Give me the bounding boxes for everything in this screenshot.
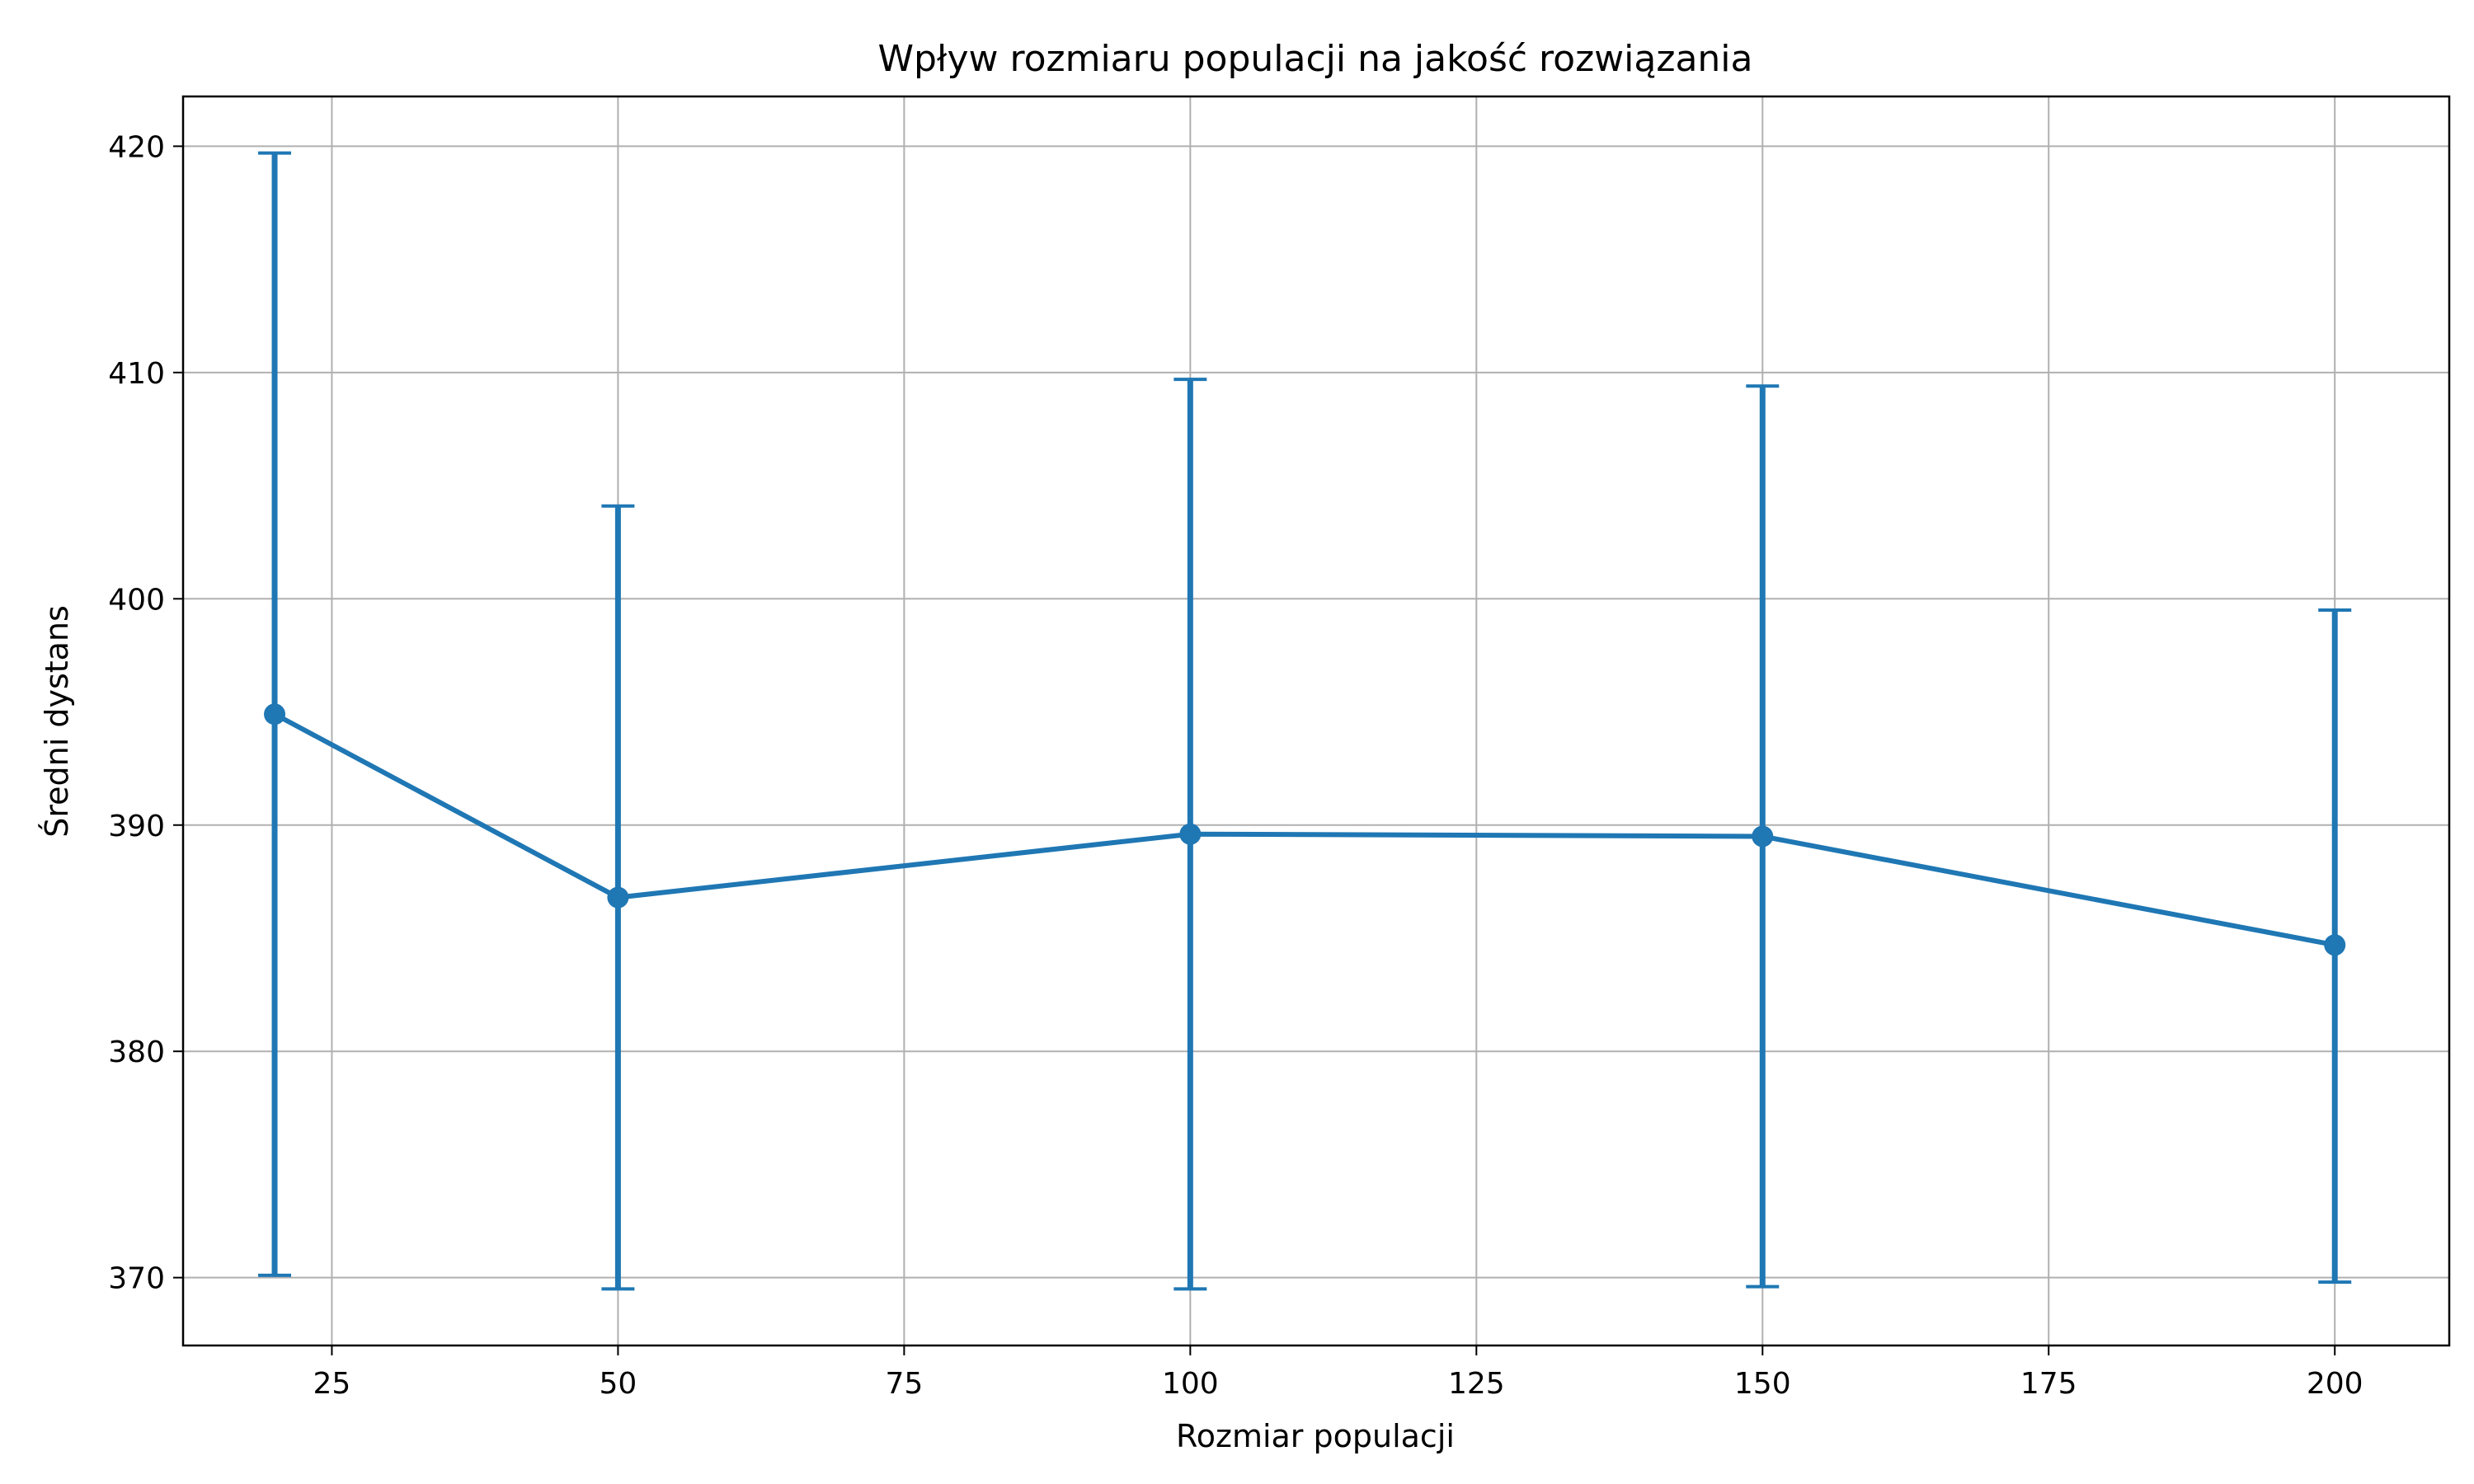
series-layer [258,151,2352,1291]
axis-ticks: 25 50 75 100 125 150 175 200 370 380 390 400 410 420 [108,130,2363,1401]
y-tick-label: 370 [108,1262,165,1296]
y-axis-label: Średni dystans [39,605,75,838]
y-tick-label: 400 [108,583,165,617]
y-tick-label: 410 [108,357,165,391]
x-tick-label: 200 [2307,1367,2363,1401]
x-tick-label: 175 [2020,1367,2077,1401]
x-axis-label: Rozmiar populacji [1176,1418,1455,1454]
data-point [2324,934,2346,956]
chart-title: Wpływ rozmiaru populacji na jakość rozwi… [878,38,1753,80]
y-tick-label: 390 [108,810,165,843]
data-point [264,703,286,726]
y-tick-label: 420 [108,130,165,164]
data-point [1179,823,1202,845]
plot-frame [181,95,2451,1347]
x-tick-label: 100 [1162,1367,1219,1401]
data-point [1752,825,1774,848]
y-tick-label: 380 [108,1036,165,1069]
x-tick-label: 125 [1448,1367,1505,1401]
x-tick-label: 75 [885,1367,923,1401]
x-tick-label: 25 [313,1367,351,1401]
x-tick-label: 150 [1734,1367,1791,1401]
data-point [607,886,629,909]
x-tick-label: 50 [599,1367,637,1401]
